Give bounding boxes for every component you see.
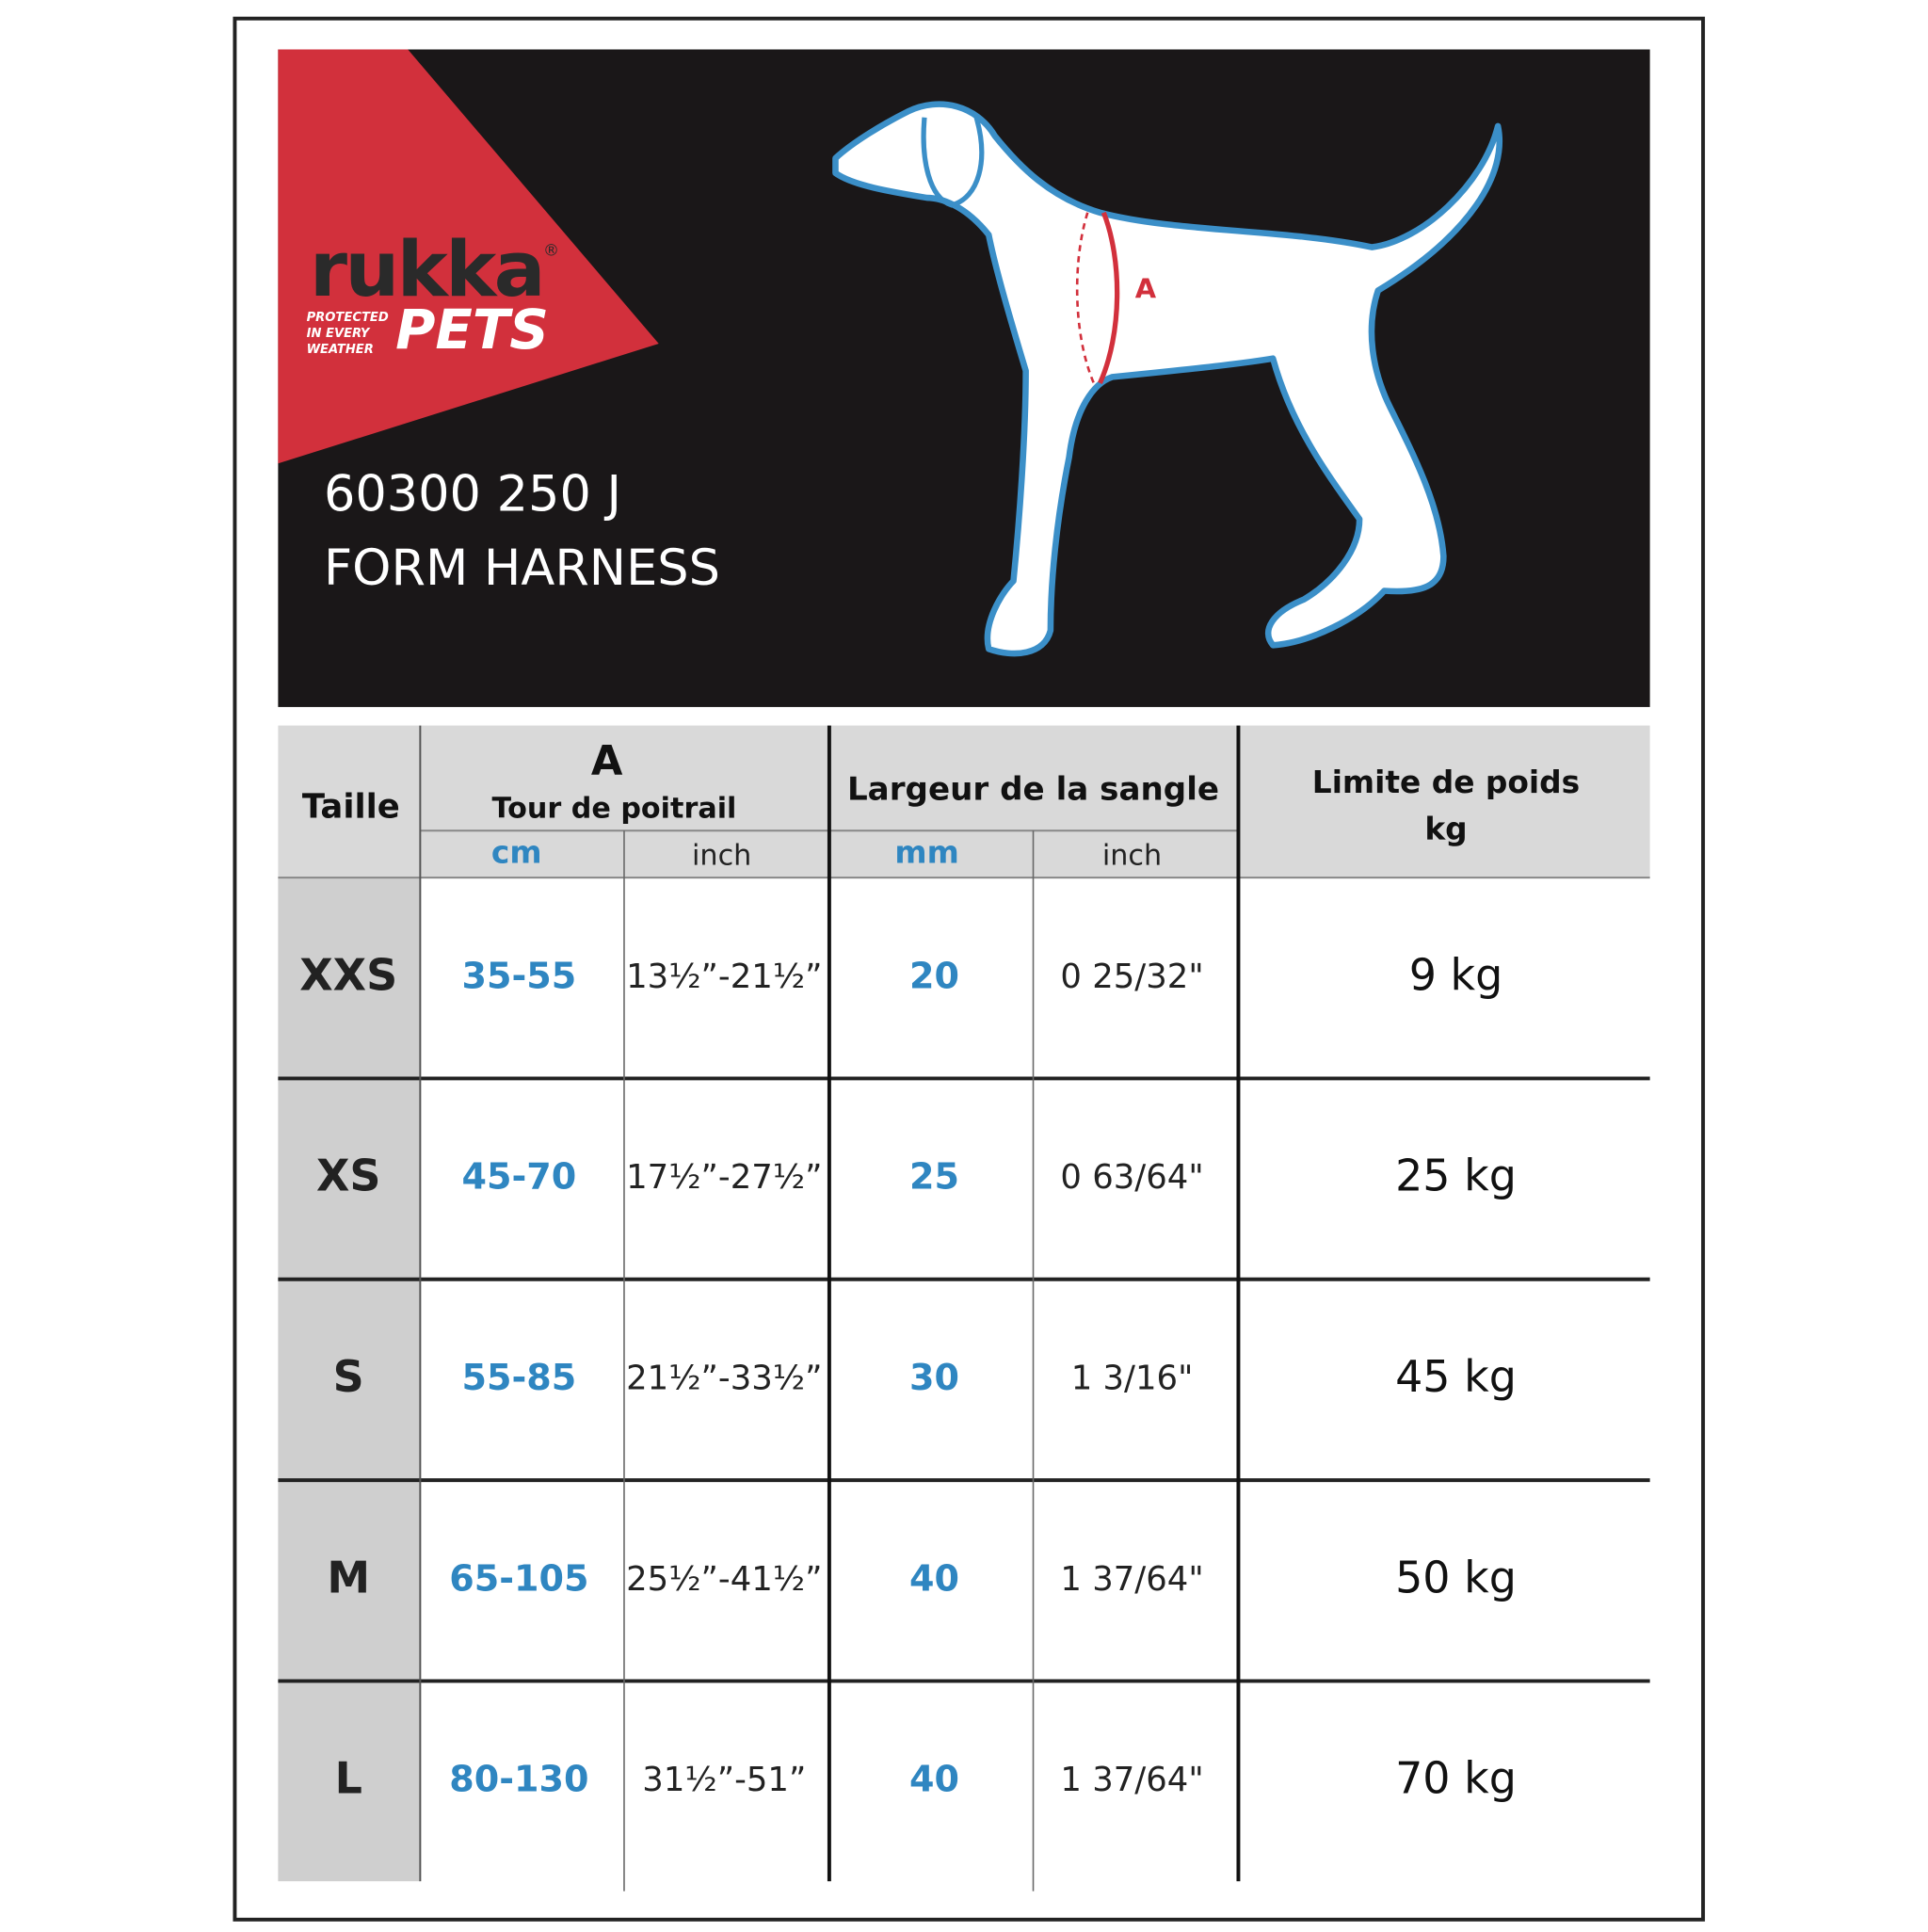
- logo-triangle: [278, 49, 659, 464]
- chest-inch-cell: 25½”-41½”: [626, 1560, 822, 1599]
- sub-brand: PETS: [395, 298, 549, 362]
- tagline: WEATHER: [307, 343, 374, 357]
- outer-border: [233, 16, 1706, 1922]
- weight-cell: 50 kg: [1395, 1552, 1517, 1602]
- chest-cm-cell: 80-130: [449, 1759, 588, 1800]
- strap-mm-cell: 40: [909, 1759, 959, 1800]
- dog-illustration: [832, 101, 1503, 657]
- size-cell: M: [327, 1552, 370, 1602]
- weight-cell: 25 kg: [1395, 1151, 1517, 1201]
- strap-inch-cell: 1 3/16": [1071, 1359, 1194, 1397]
- strap-mm-cell: 40: [909, 1557, 959, 1599]
- chest-cm-cell: 55-85: [462, 1357, 577, 1398]
- chest-inch-cell: 31½”-51”: [642, 1761, 806, 1799]
- weight-cell: 9 kg: [1409, 949, 1503, 1000]
- strap-mm-cell: 20: [909, 955, 959, 996]
- size-cell: L: [335, 1753, 362, 1804]
- measure-label: A: [1135, 273, 1157, 305]
- brand: rukka: [310, 225, 543, 314]
- strap-inch-cell: 0 25/32": [1060, 958, 1203, 996]
- strap-mm-cell: 30: [909, 1357, 959, 1398]
- strap-inch-cell: 0 63/64": [1060, 1158, 1203, 1197]
- registered-mark: ®: [543, 242, 559, 261]
- column-header: Taille: [302, 788, 400, 827]
- unit-header: inch: [692, 839, 751, 872]
- column-header: Limite de poids: [1312, 765, 1580, 800]
- strap-inch-cell: 1 37/64": [1060, 1560, 1203, 1599]
- chest-cm-cell: 45-70: [462, 1156, 577, 1198]
- strap-inch-cell: 1 37/64": [1060, 1761, 1203, 1799]
- product-code: 60300 250 J: [324, 465, 621, 523]
- unit-header: mm: [894, 835, 958, 871]
- chest-inch-cell: 17½”-27½”: [626, 1158, 822, 1197]
- chest-inch-cell: 21½”-33½”: [626, 1359, 822, 1397]
- strap-mm-cell: 25: [909, 1156, 959, 1198]
- column-header: A: [591, 738, 623, 785]
- column-header: kg: [1424, 812, 1467, 847]
- column-header: Tour de poitrail: [492, 792, 737, 825]
- tagline: PROTECTED: [307, 311, 389, 325]
- product-name: FORM HARNESS: [324, 539, 720, 597]
- size-column-bg: [278, 877, 421, 1882]
- tagline: IN EVERY: [307, 327, 371, 341]
- unit-header: cm: [491, 835, 542, 871]
- column-header: Largeur de la sangle: [847, 771, 1219, 809]
- chest-cm-cell: 65-105: [449, 1557, 588, 1599]
- chest-cm-cell: 35-55: [462, 955, 577, 996]
- weight-cell: 45 kg: [1395, 1351, 1517, 1402]
- size-cell: XXS: [299, 949, 397, 1000]
- weight-cell: 70 kg: [1395, 1753, 1517, 1804]
- chest-inch-cell: 13½”-21½”: [626, 958, 822, 996]
- size-cell: XS: [316, 1151, 381, 1201]
- unit-header: inch: [1102, 839, 1162, 872]
- table-header-bg: [278, 725, 1650, 878]
- size-cell: S: [333, 1351, 364, 1402]
